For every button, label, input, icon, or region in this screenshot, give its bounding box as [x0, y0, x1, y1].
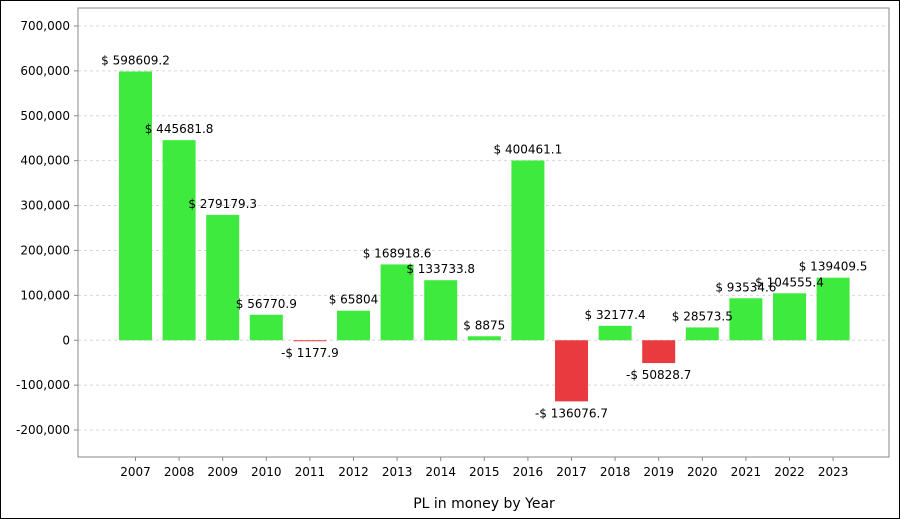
- axes: [74, 7, 890, 461]
- data-label: $ 400461.1: [494, 142, 563, 156]
- data-label: $ 133733.8: [406, 262, 475, 276]
- data-label: $ 56770.9: [236, 297, 297, 311]
- y-tick-label: 700,000: [20, 19, 70, 33]
- data-label: $ 598609.2: [101, 53, 170, 67]
- data-label: $ 32177.4: [585, 308, 646, 322]
- x-tick-label: 2017: [556, 465, 587, 479]
- data-label: -$ 1177.9: [281, 346, 339, 360]
- data-label: $ 139409.5: [799, 260, 868, 274]
- data-label: $ 93534.6: [715, 280, 776, 294]
- bar: [773, 293, 806, 341]
- x-tick-label: 2007: [120, 465, 151, 479]
- plot-area: [77, 7, 890, 458]
- bar: [119, 71, 152, 341]
- x-axis-title: PL in money by Year: [413, 496, 555, 512]
- grid-lines: [78, 25, 889, 431]
- bar: [162, 140, 196, 341]
- y-tick-label: 200,000: [20, 243, 70, 257]
- y-tick-label: 300,000: [20, 199, 70, 213]
- x-tick-label: 2020: [687, 465, 718, 479]
- bar: [555, 340, 588, 402]
- data-labels: $ 598609.2 $ 445681.8 $ 279179.3 $ 56770.9 -…: [101, 53, 867, 420]
- data-label: $ 104555.4: [755, 275, 824, 289]
- y-tick-label: 0: [62, 333, 70, 347]
- x-tick-label: 2011: [295, 465, 326, 479]
- bar: [206, 214, 240, 341]
- y-tick-label: 100,000: [20, 288, 70, 302]
- tick-labels: -200,000 -100,000 0 100,000 200,000 300,000 40…: [16, 19, 848, 479]
- bar: [685, 327, 719, 341]
- bar: [467, 336, 501, 341]
- data-label: -$ 50828.7: [626, 368, 691, 382]
- x-tick-label: 2016: [513, 465, 544, 479]
- bar: [598, 325, 632, 341]
- data-label: $ 445681.8: [145, 122, 214, 136]
- bar: [380, 264, 414, 341]
- y-tick-label: 600,000: [20, 64, 70, 78]
- data-label: $ 28573.5: [672, 309, 733, 323]
- x-tick-label: 2015: [469, 465, 500, 479]
- data-label: $ 8875: [463, 318, 505, 332]
- bar: [293, 340, 327, 342]
- bar: [337, 310, 370, 341]
- x-tick-label: 2008: [164, 465, 195, 479]
- x-tick-label: 2018: [600, 465, 631, 479]
- bar: [816, 277, 850, 341]
- x-tick-label: 2014: [425, 465, 456, 479]
- bar: [511, 160, 545, 341]
- bar: [729, 298, 763, 341]
- x-tick-label: 2012: [338, 465, 369, 479]
- data-label: $ 168918.6: [363, 246, 432, 260]
- x-tick-label: 2022: [774, 465, 805, 479]
- x-tick-label: 2019: [643, 465, 674, 479]
- x-tick-label: 2009: [207, 465, 238, 479]
- bar: [642, 340, 676, 364]
- x-tick-label: 2013: [382, 465, 413, 479]
- x-tick-label: 2023: [818, 465, 849, 479]
- x-tick-label: 2021: [731, 465, 762, 479]
- y-tick-label: 500,000: [20, 109, 70, 123]
- data-label: $ 65804: [329, 293, 379, 307]
- bar: [249, 314, 283, 341]
- y-tick-label: -200,000: [16, 423, 70, 437]
- bars: [119, 71, 850, 402]
- y-tick-label: 400,000: [20, 154, 70, 168]
- y-tick-label: -100,000: [16, 378, 70, 392]
- x-tick-label: 2010: [251, 465, 282, 479]
- data-label: $ 279179.3: [188, 197, 257, 211]
- data-label: -$ 136076.7: [535, 406, 608, 420]
- bar: [424, 280, 458, 341]
